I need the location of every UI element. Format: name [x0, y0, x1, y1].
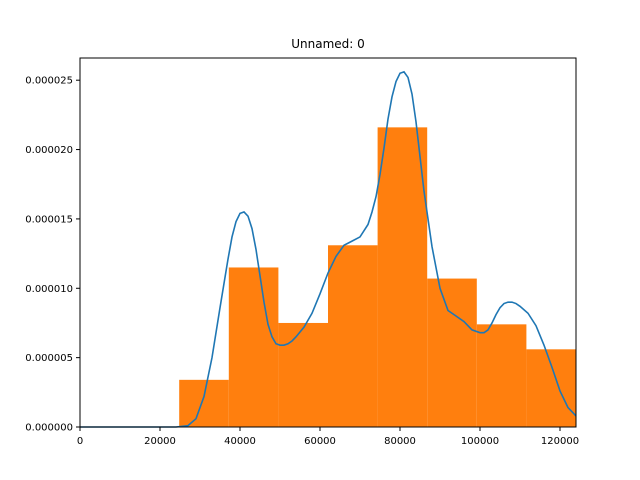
histogram-bar-4 — [377, 127, 428, 427]
x-tick-label-6: 120000 — [541, 436, 579, 447]
plot-frame — [79, 57, 577, 428]
histogram-bar-6 — [476, 324, 527, 427]
x-tick-label-5: 100000 — [461, 436, 499, 447]
x-tick-label-0: 0 — [77, 436, 83, 447]
histogram-bar-1 — [228, 267, 279, 427]
histogram-bar-7 — [526, 349, 576, 427]
x-tick-label-3: 60000 — [304, 436, 336, 447]
x-tick-label-4: 80000 — [384, 436, 416, 447]
histogram-bars — [179, 127, 576, 427]
chart-title: Unnamed: 0 — [291, 37, 365, 51]
y-tick-label-4: 0.000020 — [25, 145, 73, 156]
x-tick-label-2: 40000 — [224, 436, 256, 447]
x-tick-label-1: 20000 — [144, 436, 176, 447]
y-tick-label-1: 0.000005 — [25, 353, 73, 364]
y-tick-label-2: 0.000010 — [25, 284, 73, 295]
histogram-bar-2 — [278, 322, 328, 427]
y-tick-label-0: 0.000000 — [25, 423, 73, 434]
histogram-bar-3 — [328, 245, 378, 427]
kde-line — [80, 70, 577, 428]
y-tick-label-5: 0.000025 — [25, 76, 73, 87]
y-tick-label-3: 0.000015 — [25, 214, 73, 225]
histogram-bar-5 — [427, 278, 477, 427]
x-axis: 0 20000 40000 60000 80000 100000 120000 — [77, 427, 579, 447]
histogram-bar-0 — [179, 379, 229, 427]
y-axis: 0.000000 0.000005 0.000010 0.000015 0.000020… — [25, 76, 80, 434]
